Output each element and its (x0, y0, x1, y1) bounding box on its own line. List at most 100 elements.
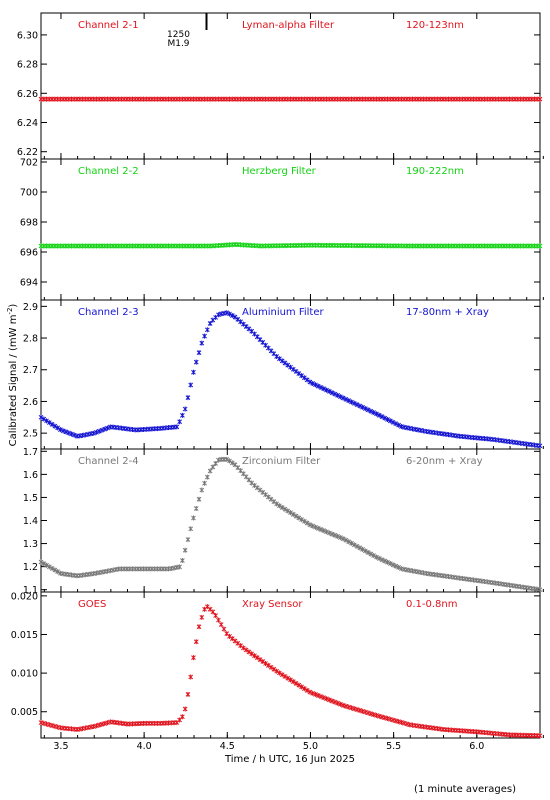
data-point (335, 700, 340, 706)
data-point (188, 674, 194, 680)
data-point (318, 384, 324, 390)
data-point (310, 690, 316, 696)
data-point (249, 651, 255, 657)
data-point (351, 706, 357, 712)
data-point (218, 622, 224, 628)
panel-2: 694 696 698 700 702 Channel 2-2 Herzberg Filte… (20, 158, 544, 301)
data-point (349, 705, 354, 711)
panel-3: 2.5 2.6 2.7 2.8 2.9 Channel 2-3 Aluminium Filt… (23, 299, 544, 450)
data-point (296, 682, 302, 688)
series-markers (38, 604, 543, 739)
data-point (204, 474, 210, 480)
data-point (329, 698, 335, 704)
data-point (279, 358, 285, 364)
data-point (340, 702, 346, 708)
data-point (46, 564, 52, 570)
data-point (268, 664, 274, 670)
panel-5: 0.005 0.010 0.015 0.020 GOES Xray Sensor 0.1-0… (11, 591, 544, 739)
y-tick-label: 2.5 (23, 429, 38, 440)
data-point (396, 422, 401, 428)
data-point (293, 368, 299, 374)
data-point (321, 695, 327, 701)
data-point (235, 640, 241, 646)
series-markers (38, 242, 543, 249)
data-point (329, 531, 335, 537)
y-tick-label: 0.020 (11, 591, 38, 602)
data-point (232, 638, 238, 644)
data-point (180, 714, 185, 720)
data-point (324, 696, 329, 702)
data-point (324, 529, 329, 535)
data-point (188, 526, 194, 532)
y-tick-label: 2.9 (23, 302, 38, 313)
data-point (346, 539, 352, 545)
data-point (299, 373, 304, 379)
data-point (382, 415, 388, 421)
data-point (191, 655, 196, 661)
data-point (357, 707, 363, 713)
data-point (193, 639, 199, 645)
data-point (338, 701, 343, 707)
data-point (271, 499, 277, 505)
y-tick-label: 1.1 (23, 585, 38, 596)
data-point (326, 530, 332, 536)
data-point (313, 691, 318, 697)
data-point (368, 551, 374, 557)
data-point (385, 416, 390, 422)
data-point (229, 636, 235, 642)
data-point (41, 561, 47, 567)
y-tick-label: 6.30 (17, 30, 38, 41)
data-point (196, 496, 202, 502)
data-point (302, 518, 307, 524)
data-point (365, 407, 371, 413)
data-point (174, 424, 180, 430)
data-point (307, 522, 313, 528)
panel-frame (40, 591, 541, 739)
data-point (268, 496, 274, 502)
data-point (379, 557, 385, 563)
x-tick-label: 6.0 (469, 741, 484, 752)
data-point (63, 429, 69, 435)
data-point (216, 312, 221, 318)
data-point (332, 699, 338, 705)
data-point (66, 430, 72, 436)
data-point (340, 395, 346, 401)
data-point (296, 371, 302, 377)
data-point (282, 673, 288, 679)
data-point (374, 411, 379, 417)
data-point (260, 659, 266, 665)
data-point (193, 359, 199, 365)
data-point (229, 460, 235, 466)
y-tick-label: 1.2 (23, 562, 38, 573)
data-point (55, 425, 60, 431)
data-point (279, 672, 285, 678)
data-point (52, 423, 58, 429)
y-tick-label: 1.5 (23, 493, 38, 504)
data-point (288, 677, 293, 683)
data-point (338, 535, 343, 541)
data-point (537, 443, 543, 449)
filter-label: Herzberg Filter (242, 166, 317, 177)
data-point (60, 428, 66, 434)
data-point (302, 375, 307, 381)
data-point (55, 569, 60, 575)
data-point (326, 697, 332, 703)
y-tick-label: 0.005 (11, 707, 38, 718)
data-point (188, 382, 194, 388)
y-tick-label: 694 (20, 278, 38, 289)
data-point (393, 421, 399, 427)
data-point (379, 414, 385, 420)
data-point (321, 528, 327, 534)
data-point (376, 412, 382, 418)
x-axis-label: Time / h UTC, 16 Jun 2025 (224, 754, 355, 765)
x-tick-label: 3.5 (53, 741, 68, 752)
data-point (246, 649, 252, 655)
data-point (285, 675, 291, 681)
data-point (354, 707, 360, 713)
data-point (243, 323, 249, 329)
data-point (537, 243, 543, 249)
data-point (385, 559, 390, 565)
data-point (393, 563, 399, 569)
data-point (343, 703, 349, 709)
